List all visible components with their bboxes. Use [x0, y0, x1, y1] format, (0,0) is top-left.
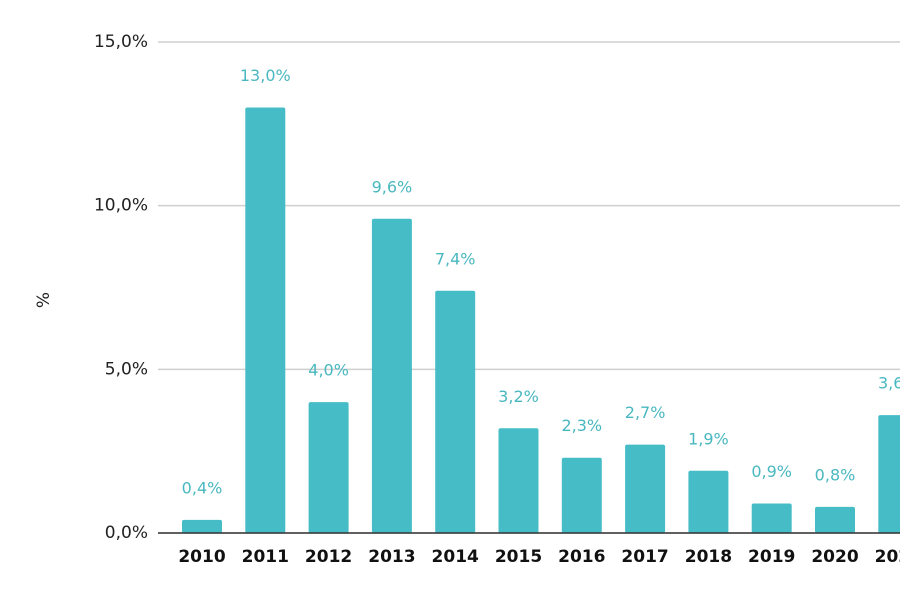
- x-tick-label: 2014: [432, 547, 479, 567]
- value-label: 0,9%: [751, 462, 792, 481]
- bar: [688, 470, 729, 533]
- bar: [751, 503, 792, 533]
- y-axis-label: %: [34, 292, 54, 308]
- x-tick-label: 2017: [621, 547, 668, 567]
- x-tick-label: 2015: [495, 547, 542, 567]
- bar: [308, 402, 349, 533]
- value-label: 0,8%: [815, 465, 856, 484]
- x-tick-label: 2013: [368, 547, 415, 567]
- x-tick-label: 2011: [242, 547, 289, 567]
- value-label: 3,2%: [498, 387, 539, 406]
- x-tick-label: 2010: [178, 547, 225, 567]
- value-label: 3,6%: [878, 374, 900, 393]
- value-label: 1,9%: [688, 429, 729, 448]
- x-tick-label: 2012: [305, 547, 352, 567]
- y-tick-label: 0,0%: [105, 523, 148, 543]
- bar: [815, 506, 855, 533]
- value-label: 4,0%: [308, 361, 349, 380]
- bar: [625, 444, 666, 533]
- y-tick-label: 5,0%: [105, 359, 148, 379]
- x-tick-label: 2016: [558, 547, 605, 567]
- x-tick-label: 2019: [748, 547, 795, 567]
- bar: [435, 290, 476, 533]
- value-label: 2,3%: [561, 416, 602, 435]
- bar: [371, 218, 412, 533]
- bar: [498, 428, 539, 533]
- value-label: 9,6%: [372, 177, 413, 196]
- bar: [561, 457, 602, 533]
- value-label: 13,0%: [240, 66, 291, 85]
- value-label: 0,4%: [182, 478, 223, 497]
- bar: [245, 107, 286, 533]
- value-label: 7,4%: [435, 249, 476, 268]
- value-label: 2,7%: [625, 403, 666, 422]
- x-tick-label: 2021: [875, 547, 900, 567]
- x-tick-label: 2018: [685, 547, 732, 567]
- x-tick-label: 2020: [811, 547, 858, 567]
- y-tick-label: 10,0%: [94, 196, 148, 216]
- bar: [182, 519, 222, 533]
- bar: [878, 415, 900, 533]
- y-tick-label: 15,0%: [94, 32, 148, 52]
